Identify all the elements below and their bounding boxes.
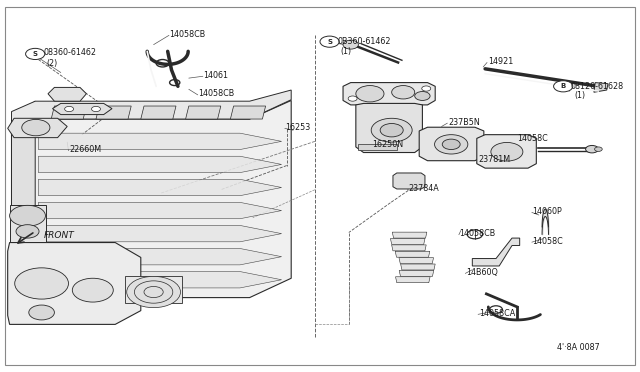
Polygon shape	[472, 238, 520, 266]
Text: B: B	[561, 83, 566, 89]
Polygon shape	[12, 90, 291, 122]
Circle shape	[15, 268, 68, 299]
Polygon shape	[401, 264, 435, 270]
Text: 23781M: 23781M	[479, 155, 511, 164]
Text: 14B60Q: 14B60Q	[466, 268, 498, 277]
Polygon shape	[38, 156, 282, 173]
Text: 4'·8A 0087: 4'·8A 0087	[557, 343, 600, 352]
Text: 14058CB: 14058CB	[170, 30, 206, 39]
Polygon shape	[358, 144, 397, 150]
Text: 237B5N: 237B5N	[448, 118, 480, 126]
Circle shape	[92, 106, 100, 112]
Text: 0B360-61462: 0B360-61462	[337, 37, 391, 46]
Circle shape	[371, 118, 412, 142]
Circle shape	[26, 48, 45, 60]
FancyBboxPatch shape	[5, 7, 635, 365]
Polygon shape	[51, 106, 86, 119]
Circle shape	[16, 225, 39, 238]
Polygon shape	[399, 258, 433, 264]
Polygon shape	[12, 100, 291, 298]
Circle shape	[356, 86, 384, 102]
Circle shape	[127, 276, 180, 308]
Polygon shape	[38, 133, 282, 150]
Text: 22660M: 22660M	[69, 145, 101, 154]
Circle shape	[22, 119, 50, 136]
Polygon shape	[96, 106, 131, 119]
Polygon shape	[477, 135, 536, 168]
Circle shape	[415, 92, 430, 100]
Polygon shape	[38, 202, 282, 219]
Polygon shape	[52, 103, 112, 115]
Polygon shape	[594, 83, 608, 92]
Circle shape	[422, 86, 431, 91]
Circle shape	[29, 305, 54, 320]
Circle shape	[343, 40, 358, 49]
Polygon shape	[38, 272, 282, 288]
Circle shape	[348, 96, 357, 101]
Polygon shape	[396, 251, 430, 257]
Polygon shape	[390, 238, 425, 244]
Polygon shape	[38, 225, 282, 242]
Text: 14060P: 14060P	[532, 207, 562, 216]
Polygon shape	[393, 173, 425, 189]
Text: 16253: 16253	[285, 123, 310, 132]
Polygon shape	[392, 232, 427, 238]
Polygon shape	[38, 248, 282, 265]
Text: 14058C: 14058C	[532, 237, 563, 246]
Circle shape	[10, 205, 45, 226]
Polygon shape	[419, 127, 484, 161]
Polygon shape	[38, 179, 282, 196]
Polygon shape	[396, 277, 430, 283]
Polygon shape	[8, 243, 141, 324]
Polygon shape	[230, 106, 266, 119]
Text: 23784A: 23784A	[408, 185, 439, 193]
Circle shape	[595, 147, 602, 151]
Text: 16250N: 16250N	[372, 140, 404, 149]
Text: (2): (2)	[47, 60, 58, 68]
Text: 14058CB: 14058CB	[198, 89, 235, 98]
Circle shape	[586, 145, 598, 153]
Text: S: S	[33, 51, 38, 57]
Text: 14058CA: 14058CA	[479, 309, 515, 318]
Polygon shape	[186, 106, 221, 119]
Polygon shape	[8, 118, 67, 138]
Polygon shape	[12, 101, 35, 298]
Polygon shape	[392, 245, 426, 251]
Polygon shape	[10, 205, 46, 242]
Text: 08120-61628: 08120-61628	[571, 82, 624, 91]
Circle shape	[442, 139, 460, 150]
Text: 14061: 14061	[204, 71, 228, 80]
Circle shape	[491, 142, 523, 161]
Polygon shape	[48, 87, 86, 101]
Circle shape	[554, 81, 573, 92]
Polygon shape	[343, 83, 435, 105]
Circle shape	[435, 135, 468, 154]
Circle shape	[65, 106, 74, 112]
Text: 14058C: 14058C	[517, 134, 548, 143]
Text: (1): (1)	[340, 47, 351, 56]
Circle shape	[392, 86, 415, 99]
Polygon shape	[399, 270, 434, 276]
Polygon shape	[125, 276, 182, 303]
Circle shape	[320, 36, 339, 47]
Text: FRONT: FRONT	[44, 231, 74, 240]
Text: (1): (1)	[574, 92, 585, 100]
Text: 14921: 14921	[488, 57, 513, 66]
Polygon shape	[356, 103, 422, 153]
Text: 08360-61462: 08360-61462	[44, 48, 97, 57]
Circle shape	[380, 124, 403, 137]
Text: 14058CB: 14058CB	[460, 229, 496, 238]
Polygon shape	[141, 106, 176, 119]
Text: S: S	[327, 39, 332, 45]
Circle shape	[72, 278, 113, 302]
